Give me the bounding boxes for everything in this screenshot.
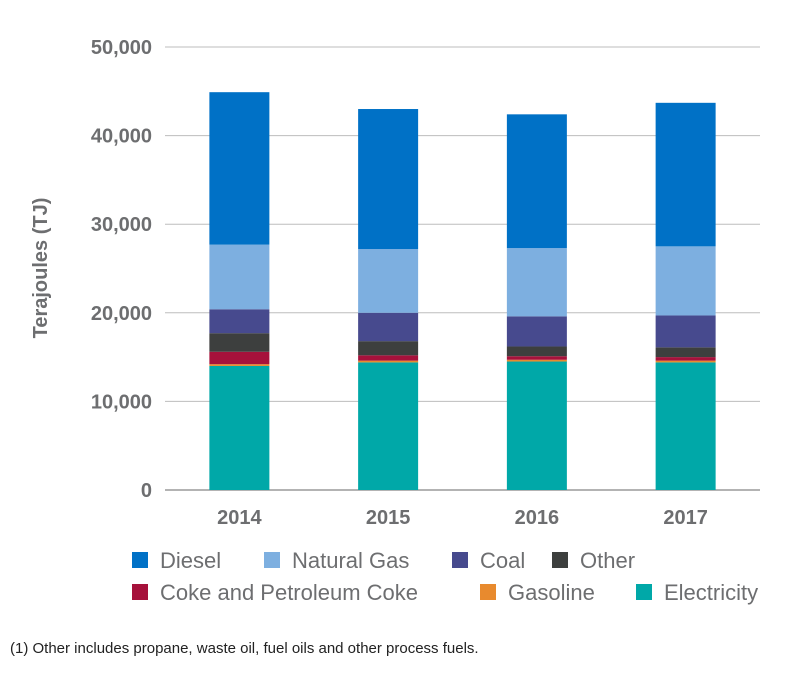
legend-item-gasoline: Gasoline <box>480 580 595 605</box>
y-tick-label: 10,000 <box>91 391 152 413</box>
y-axis-title: Terajoules (TJ) <box>30 198 52 339</box>
bar-segment-electricity <box>655 362 716 490</box>
bars <box>209 92 716 490</box>
bar-segment-coke-and-petroleum-coke <box>209 351 270 365</box>
legend-item-electricity: Electricity <box>636 580 758 605</box>
legend-label: Diesel <box>160 548 221 573</box>
legend-swatch <box>552 552 568 568</box>
legend-label: Other <box>580 548 635 573</box>
legend-swatch <box>452 552 468 568</box>
y-tick-label: 40,000 <box>91 126 152 148</box>
bar-segment-natural-gas <box>358 249 419 313</box>
x-tick-label: 2014 <box>217 507 262 529</box>
bar-segment-other <box>358 341 419 356</box>
legend-swatch <box>264 552 280 568</box>
bar-segment-natural-gas <box>209 244 270 310</box>
legend-swatch <box>636 584 652 600</box>
legend-label: Gasoline <box>508 580 595 605</box>
bar-segment-gasoline <box>209 364 270 366</box>
bar-segment-coal <box>655 315 716 348</box>
legend-label: Electricity <box>664 580 758 605</box>
legend-swatch <box>132 552 148 568</box>
x-tick-label: 2017 <box>663 507 708 529</box>
bar-segment-diesel <box>209 92 270 245</box>
bar-segment-electricity <box>358 362 419 490</box>
legend-item-natural-gas: Natural Gas <box>264 548 409 573</box>
stacked-bar-chart: 0 10,000 20,000 30,000 40,000 50,000 2014 2015… <box>30 37 760 605</box>
bar-segment-coal <box>209 309 270 334</box>
y-axis-tick-labels: 0 10,000 20,000 30,000 40,000 50,000 <box>91 37 152 502</box>
y-tick-label: 50,000 <box>91 37 152 59</box>
x-axis-category-labels: 2014 2015 2016 2017 <box>217 507 708 529</box>
y-tick-label: 30,000 <box>91 214 152 236</box>
bar-segment-coke-and-petroleum-coke <box>506 356 567 360</box>
bar-segment-other <box>209 333 270 352</box>
legend-item-diesel: Diesel <box>132 548 221 573</box>
bar-stack-2015 <box>358 109 419 490</box>
bar-segment-natural-gas <box>506 248 567 317</box>
y-tick-label: 20,000 <box>91 303 152 325</box>
bar-segment-electricity <box>209 365 270 490</box>
bar-segment-diesel <box>506 114 567 249</box>
legend-swatch <box>132 584 148 600</box>
bar-segment-coke-and-petroleum-coke <box>655 357 716 361</box>
bar-segment-electricity <box>506 361 567 490</box>
y-tick-label: 0 <box>141 480 152 502</box>
bar-segment-diesel <box>358 109 419 250</box>
bar-stack-2017 <box>655 102 716 490</box>
bar-segment-gasoline <box>655 360 716 363</box>
bar-segment-gasoline <box>506 359 567 362</box>
x-tick-label: 2015 <box>366 507 411 529</box>
legend-item-other: Other <box>552 548 635 573</box>
legend-swatch <box>480 584 496 600</box>
bar-segment-other <box>655 347 716 358</box>
legend: Diesel Natural Gas Coal Other Coke and Petro… <box>132 548 758 605</box>
legend-label: Coke and Petroleum Coke <box>160 580 418 605</box>
bar-segment-gasoline <box>358 360 419 363</box>
bar-stack-2014 <box>209 92 270 490</box>
legend-label: Natural Gas <box>292 548 409 573</box>
bar-segment-coke-and-petroleum-coke <box>358 355 419 361</box>
legend-item-coke-and-petroleum-coke: Coke and Petroleum Coke <box>132 580 418 605</box>
bar-stack-2016 <box>506 114 567 490</box>
x-tick-label: 2016 <box>515 507 560 529</box>
bar-segment-other <box>506 346 567 357</box>
bar-segment-coal <box>358 312 419 342</box>
bar-segment-diesel <box>655 102 716 247</box>
bar-segment-coal <box>506 316 567 347</box>
footnote: (1) Other includes propane, waste oil, f… <box>10 640 479 657</box>
bar-segment-natural-gas <box>655 246 716 316</box>
legend-item-coal: Coal <box>452 548 525 573</box>
legend-label: Coal <box>480 548 525 573</box>
